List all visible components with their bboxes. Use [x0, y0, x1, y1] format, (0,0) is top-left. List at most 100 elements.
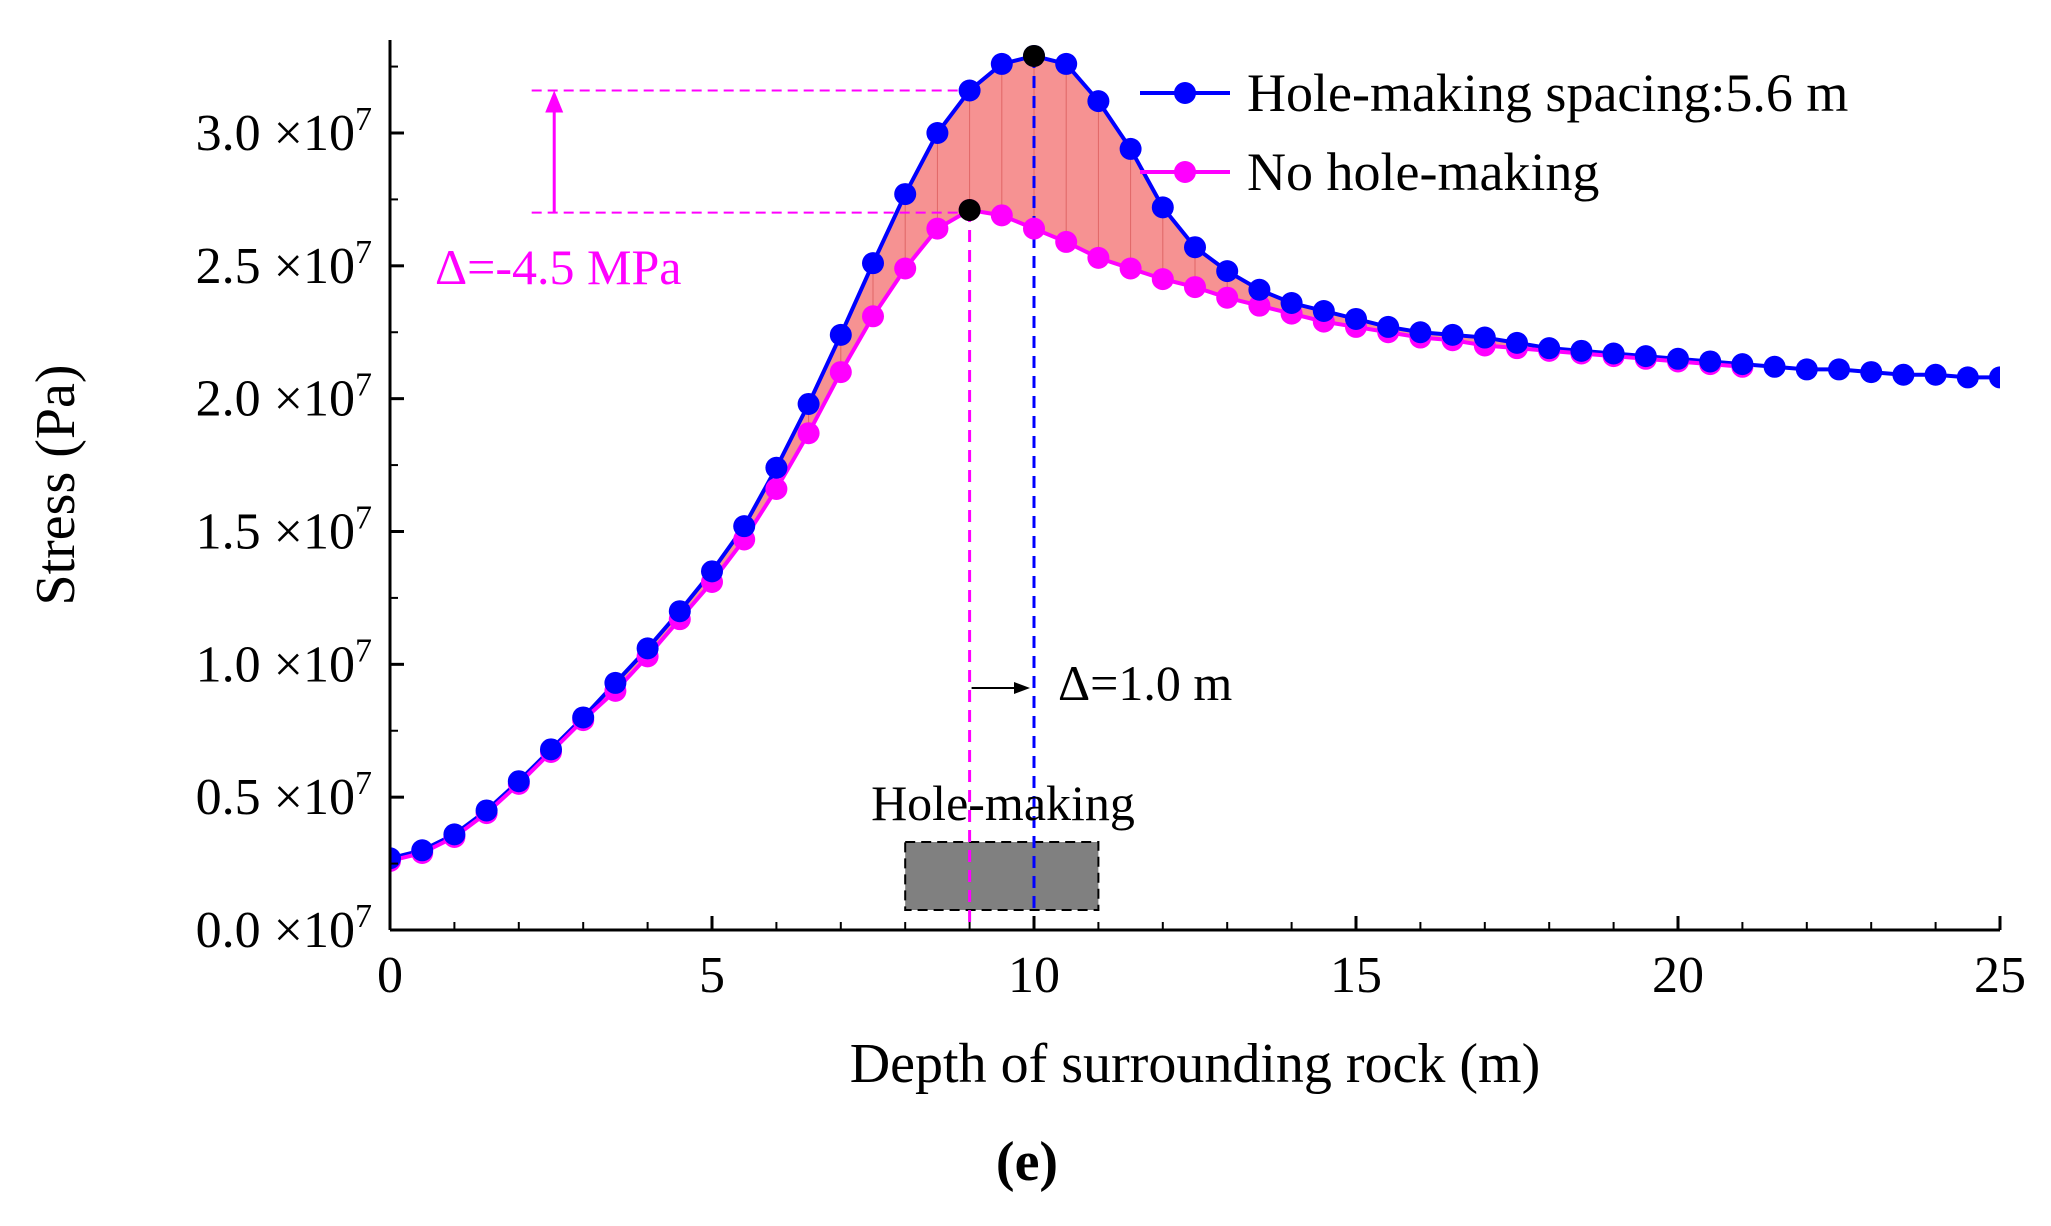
depth-delta-arrow-head — [1014, 682, 1030, 694]
hole-peak-marker — [1023, 44, 1045, 67]
no-hole-peak-marker — [958, 199, 981, 222]
series-point-0 — [1216, 260, 1239, 283]
series-point-0 — [1795, 358, 1818, 381]
series-point-0 — [668, 600, 691, 623]
legend: Hole-making spacing:5.6 m No hole-making — [1140, 63, 1848, 202]
x-tick-label: 0 — [377, 947, 403, 1004]
series-point-0 — [1248, 278, 1271, 301]
hole-making-label: Hole-making — [871, 775, 1135, 831]
y-tick-label: 0.5 ×107 — [196, 765, 372, 826]
series-point-0 — [475, 799, 498, 822]
peak-markers-layer — [958, 44, 1045, 222]
x-axis-title: Depth of surrounding rock (m) — [850, 1033, 1541, 1095]
series-point-0 — [1538, 337, 1561, 360]
series-point-0 — [1828, 358, 1850, 381]
y-tick-label: 1.5 ×107 — [196, 499, 372, 560]
series-point-1 — [765, 477, 788, 500]
panel-label: (e) — [996, 1131, 1058, 1193]
series-point-1 — [1248, 294, 1271, 317]
series-point-1 — [829, 361, 852, 384]
series-point-1 — [1119, 257, 1142, 280]
series-point-1 — [1151, 268, 1174, 291]
y-tick-label: 2.5 ×107 — [196, 234, 372, 295]
series-point-0 — [540, 738, 562, 761]
series-point-1 — [894, 257, 917, 280]
x-tick-label: 20 — [1652, 947, 1704, 1004]
series-point-0 — [1731, 353, 1754, 376]
series-layer — [390, 44, 2000, 872]
series-point-0 — [701, 560, 723, 583]
series-point-0 — [862, 252, 884, 275]
series-point-0 — [1151, 196, 1174, 219]
series-point-0 — [1473, 326, 1496, 349]
series-point-1 — [1023, 217, 1045, 240]
y-tick-label: 0.0 ×107 — [196, 898, 372, 959]
series-line-1 — [390, 207, 1743, 863]
series-point-0 — [636, 637, 659, 660]
hole-making-region-layer — [904, 841, 1100, 911]
x-tick-label: 15 — [1330, 947, 1382, 1004]
series-point-0 — [958, 79, 981, 102]
series-point-0 — [1280, 292, 1303, 315]
stress-delta-arrow-head — [545, 90, 564, 113]
series-point-1 — [1055, 230, 1078, 253]
series-point-0 — [1312, 299, 1335, 322]
series-point-0 — [1345, 307, 1367, 330]
x-tick-label: 10 — [1008, 947, 1060, 1004]
series-point-0 — [1634, 345, 1657, 368]
y-tick-label: 2.0 ×107 — [196, 367, 372, 428]
x-tick-label: 5 — [699, 947, 725, 1004]
x-tick-label: 25 — [1974, 947, 2026, 1004]
series-point-0 — [604, 671, 627, 694]
legend-label-hole-making: Hole-making spacing:5.6 m — [1247, 63, 1848, 123]
series-point-1 — [862, 305, 884, 328]
depth-delta-annotation: Δ=1.0 m — [1058, 655, 1232, 711]
series-point-0 — [1119, 137, 1142, 160]
series-point-0 — [1441, 323, 1464, 346]
series-point-0 — [1602, 342, 1625, 365]
series-point-0 — [1699, 350, 1722, 373]
series-point-0 — [572, 706, 595, 729]
series-point-0 — [1087, 90, 1110, 113]
series-point-0 — [797, 392, 820, 415]
series-point-0 — [1860, 361, 1883, 384]
series-point-0 — [1989, 366, 2000, 389]
series-point-0 — [990, 52, 1013, 75]
series-point-1 — [1087, 246, 1110, 269]
series-point-0 — [1570, 339, 1593, 362]
legend-marker-no-hole — [1174, 161, 1196, 183]
series-point-0 — [829, 323, 852, 346]
series-point-1 — [1216, 286, 1239, 309]
stress-delta-annotation: Δ=-4.5 MPa — [435, 239, 681, 295]
series-point-0 — [411, 839, 434, 862]
series-point-1 — [797, 422, 820, 445]
series-point-0 — [1055, 52, 1078, 75]
series-point-1 — [926, 217, 949, 240]
series-point-0 — [1763, 355, 1786, 378]
series-point-0 — [1409, 321, 1432, 344]
reference-lines-layer — [531, 55, 1036, 930]
series-point-0 — [765, 456, 788, 479]
y-tick-label: 3.0 ×107 — [196, 101, 372, 162]
hole-making-region — [904, 841, 1100, 911]
series-point-1 — [1184, 276, 1206, 299]
series-point-1 — [990, 204, 1013, 227]
series-point-0 — [443, 823, 466, 846]
y-tick-label: 1.0 ×107 — [196, 632, 372, 693]
series-point-0 — [1956, 366, 1979, 389]
series-point-0 — [894, 183, 917, 206]
legend-label-no-hole: No hole-making — [1247, 142, 1599, 202]
axis-ticks: 0 5 10 15 20 25 0.0 ×107 0.5 ×107 1.0 ×107 1.5 ×1… — [196, 65, 2026, 1004]
series-point-0 — [507, 770, 530, 793]
series-point-0 — [733, 515, 756, 538]
y-axis-title: Stress (Pa) — [25, 364, 87, 605]
legend-marker-hole-making — [1174, 82, 1196, 104]
series-point-0 — [1892, 363, 1915, 386]
series-point-0 — [926, 121, 949, 144]
series-point-0 — [1924, 363, 1947, 386]
series-point-0 — [1377, 315, 1400, 338]
series-point-0 — [1184, 236, 1206, 259]
series-point-0 — [1506, 331, 1528, 354]
series-point-0 — [1667, 347, 1689, 370]
